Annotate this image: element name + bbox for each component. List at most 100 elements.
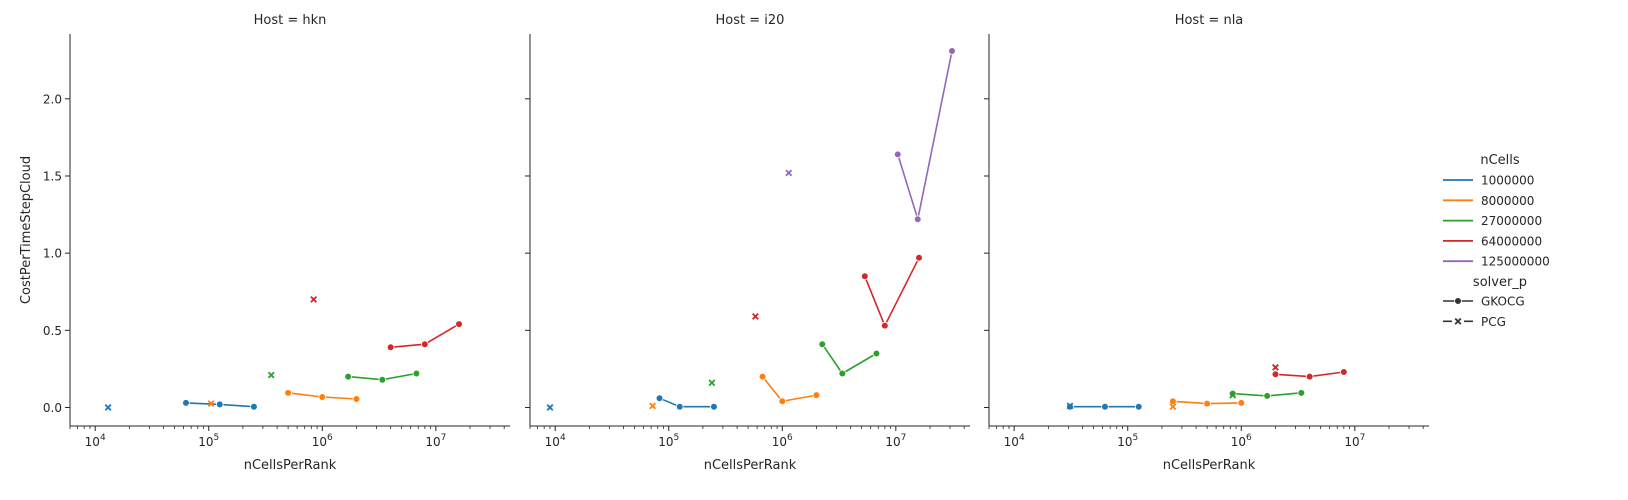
x-axis-label: nCellsPerRank [704,458,797,473]
series-line [659,397,714,408]
series-1000000-GKOCG [182,399,258,411]
series-27000000-PCG [1229,391,1237,399]
x-tick-label: 104 [545,433,566,449]
data-point [881,321,889,330]
data-point [1305,372,1314,381]
series-27000000-GKOCG [818,340,881,378]
panel-title: Host = hkn [254,13,327,28]
data-point [649,402,656,410]
facet-panel: Host = hkn 0.0 0.5 1.0 1.5 2.0 104 105 106 107 nCe… [43,13,510,473]
data-point [915,253,923,262]
x-tick-label: 107 [1344,433,1365,449]
series-line [821,343,877,375]
legend-style-entries: GKOCG PCG [1443,295,1525,329]
x-tick-label: 106 [1231,433,1252,449]
data-point [1066,402,1074,410]
x-tick-label: 105 [198,433,219,449]
facet-panel: Host = nla 104 105 106 107 nCellsPerRank [984,13,1429,473]
data-point [708,379,716,387]
series-1000000-PCG [104,404,112,411]
series-27000000-GKOCG [344,369,421,384]
series-line [864,257,920,328]
series-line [897,50,953,220]
series-27000000-PCG [708,379,716,387]
series-line [761,376,817,403]
series-64000000-GKOCG [861,253,923,330]
panel-title: Host = nla [1175,13,1244,28]
legend-label: 27000000 [1481,214,1542,228]
data-point [818,340,827,349]
legend-label: GKOCG [1481,295,1525,309]
legend-hue-title: nCells [1480,153,1520,168]
series-64000000-GKOCG [386,320,463,352]
legend-label: 1000000 [1481,174,1534,188]
series-8000000-GKOCG [758,372,821,406]
legend-marker [1454,317,1462,325]
data-point [872,349,881,358]
data-point [104,404,112,411]
data-point [318,393,327,401]
y-tick-label: 0.5 [43,324,62,338]
data-point [1134,402,1143,411]
series-27000000-GKOCG [1228,389,1306,400]
x-tick-label: 107 [885,433,906,449]
series-1000000-GKOCG [655,394,718,411]
data-point [1228,389,1237,398]
series-64000000-GKOCG [1271,368,1348,381]
x-tick-label: 107 [425,433,446,449]
data-point [838,369,847,378]
data-point [655,394,664,403]
x-tick-label: 106 [312,433,333,449]
series-64000000-PCG [310,296,318,303]
data-point [267,371,275,379]
data-point [386,343,395,352]
x-tick-label: 104 [1004,433,1025,449]
data-point [1229,391,1237,399]
legend-label: PCG [1481,315,1506,329]
data-point [378,375,387,384]
legend-marker [1454,297,1462,305]
series-27000000-PCG [267,371,275,379]
data-point [948,47,956,55]
series-1000000-PCG [546,404,554,411]
series-8000000-PCG [207,400,215,408]
series-64000000-PCG [751,312,759,320]
data-point [455,320,463,328]
series-125000000-PCG [785,169,793,177]
panel-title: Host = i20 [716,13,785,28]
data-point [861,272,869,281]
data-point [250,402,258,411]
data-point [812,391,821,399]
data-point [310,296,318,303]
data-point [1237,399,1246,407]
data-point [182,399,190,407]
x-axis-label: nCellsPerRank [244,458,337,473]
data-point [1271,370,1280,379]
y-tick-label: 0.0 [43,401,62,415]
data-point [1101,402,1109,411]
data-point [207,400,215,408]
facet-panel: Host = i20 104 105 106 107 nCellsPerRank [525,13,970,473]
x-tick-label: 104 [85,433,106,449]
data-point [1169,397,1177,406]
data-point [710,402,718,411]
data-point [751,312,759,320]
series-125000000-GKOCG [893,47,956,223]
chart-panels: Host = hkn 0.0 0.5 1.0 1.5 2.0 104 105 106 107 nCe… [43,13,1429,473]
data-point [284,389,292,397]
data-point [1169,403,1177,411]
y-tick-label: 1.0 [43,247,62,261]
x-axis-label: nCellsPerRank [1163,458,1256,473]
data-point [412,369,421,378]
y-tick-label: 1.5 [43,169,62,183]
data-point [913,215,922,223]
data-point [352,395,361,403]
series-1000000-GKOCG [1066,402,1143,411]
data-point [1340,368,1348,376]
legend-label: 64000000 [1481,234,1542,248]
data-point [758,372,767,381]
x-tick-label: 105 [1117,433,1138,449]
legend-label: 125000000 [1481,255,1550,269]
y-tick-label: 2.0 [43,92,62,106]
